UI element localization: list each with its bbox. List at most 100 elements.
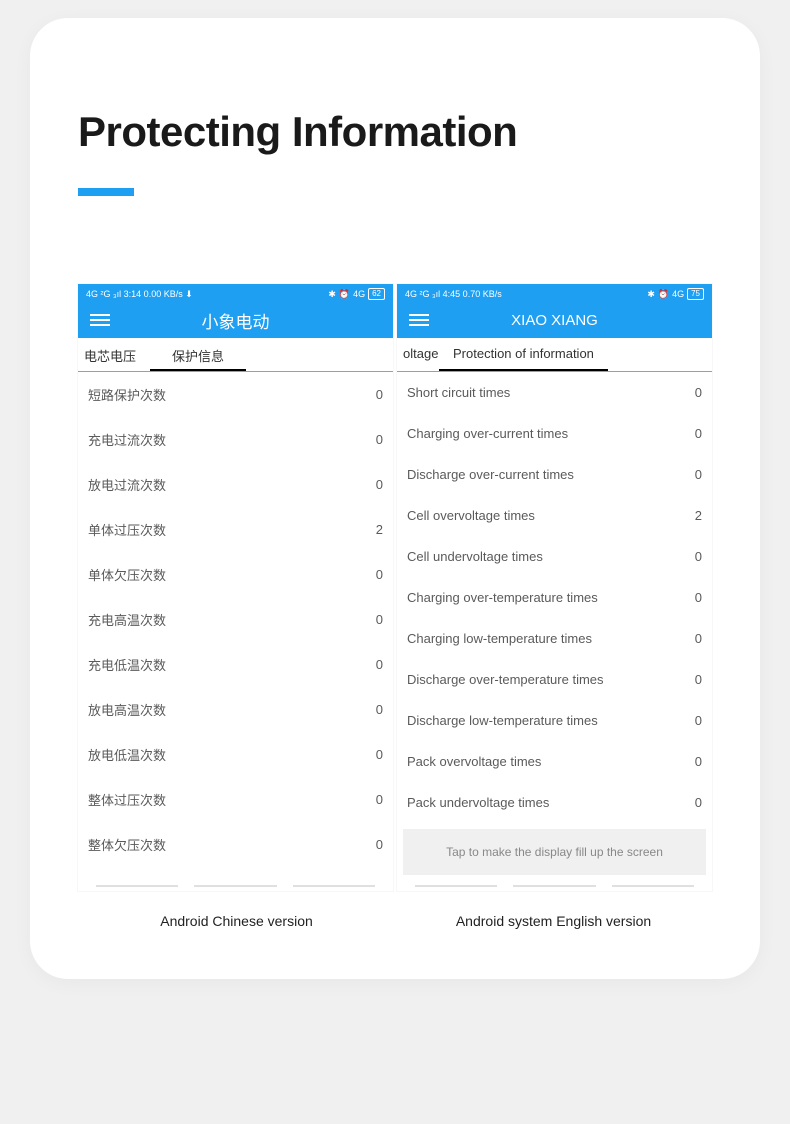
row-label: 充电过流次数 xyxy=(88,430,166,449)
table-row: 充电高温次数 0 xyxy=(78,597,393,642)
battery-icon: 62 xyxy=(368,288,385,300)
nav-seg[interactable] xyxy=(96,885,178,887)
table-row: Charging over-current times 0 xyxy=(397,413,712,454)
app-title-cn: 小象电动 xyxy=(202,308,270,333)
row-value: 0 xyxy=(376,792,383,807)
rows-en: Short circuit times0Charging over-curren… xyxy=(397,372,712,823)
row-value: 0 xyxy=(695,467,702,482)
row-label: Charging over-current times xyxy=(407,426,568,441)
app-header-cn: 小象电动 xyxy=(78,302,393,338)
table-row: 充电低温次数0 xyxy=(78,642,393,687)
row-value: 2 xyxy=(376,522,383,537)
nav-seg[interactable] xyxy=(513,885,595,887)
row-label: Cell undervoltage times xyxy=(407,549,543,564)
row-label: Charging low-temperature times xyxy=(407,631,592,646)
status-right: ✱ ⏰ 4G 62 xyxy=(328,288,385,300)
nav-seg[interactable] xyxy=(415,885,497,887)
alarm-icon: ⏰ xyxy=(339,289,350,300)
nav-seg[interactable] xyxy=(612,885,694,887)
status-left: 4G ²G ₃ıl 3:14 0.00 KB/s ⬇ xyxy=(86,289,193,300)
row-label: Short circuit times xyxy=(407,385,510,400)
status-bar-en: 4G ²G ₃ıl 4:45 0.70 KB/s ✱ ⏰ 4G 75 xyxy=(397,284,712,302)
nav-seg[interactable] xyxy=(194,885,276,887)
table-row: 短路保护次数 0 xyxy=(78,372,393,417)
tabs-cn: 电芯电压 保护信息 xyxy=(78,338,393,372)
tabs-en: oltage Protection of information xyxy=(397,338,712,372)
row-label: Cell overvoltage times xyxy=(407,508,535,523)
row-value: 0 xyxy=(376,477,383,492)
row-label: Pack undervoltage times xyxy=(407,795,549,810)
row-value: 0 xyxy=(695,549,702,564)
row-value: 0 xyxy=(376,387,383,402)
table-row: Short circuit times 0 xyxy=(397,372,712,413)
tab-protection-info[interactable]: Protection of information xyxy=(439,338,608,371)
table-row: Discharge low-temperature times 0 xyxy=(397,700,712,741)
menu-icon[interactable] xyxy=(409,314,429,326)
row-value: 0 xyxy=(695,631,702,646)
row-label: 整体欠压次数 xyxy=(88,835,166,854)
row-value: 0 xyxy=(695,672,702,687)
row-label: Discharge over-temperature times xyxy=(407,672,604,687)
row-value: 0 xyxy=(695,385,702,400)
row-value: 0 xyxy=(376,747,383,762)
rows-cn: 短路保护次数0充电过流次数0放电过流次数0单体过压次数2单体欠压次数0充电高温次… xyxy=(78,372,393,875)
phones-container: 4G ²G ₃ıl 3:14 0.00 KB/s ⬇ ✱ ⏰ 4G 62 小象电… xyxy=(78,284,712,891)
row-value: 0 xyxy=(695,713,702,728)
network-icon: 4G xyxy=(672,289,684,299)
table-row: Charging over-temperature times 0 xyxy=(397,577,712,618)
row-label: 短路保护次数 xyxy=(88,385,166,404)
page-heading: Protecting Information xyxy=(78,108,712,156)
tab-protection-info[interactable]: 保护信息 xyxy=(150,338,246,371)
row-value: 0 xyxy=(695,795,702,810)
row-value: 0 xyxy=(695,426,702,441)
table-row: 整体欠压次数 0 xyxy=(78,822,393,867)
phone-english: 4G ²G ₃ıl 4:45 0.70 KB/s ✱ ⏰ 4G 75 XIAO … xyxy=(397,284,712,891)
row-label: 放电过流次数 xyxy=(88,475,166,494)
app-title-en: XIAO XIANG xyxy=(511,312,598,329)
row-label: 充电高温次数 xyxy=(88,610,166,629)
row-value: 0 xyxy=(695,754,702,769)
table-row: Discharge over-current times0 xyxy=(397,454,712,495)
table-row: 整体过压次数 0 xyxy=(78,777,393,822)
table-row: 单体过压次数 2 xyxy=(78,507,393,552)
info-card: Protecting Information 4G ²G ₃ıl 3:14 0.… xyxy=(30,18,760,979)
table-row: Pack overvoltage times 0 xyxy=(397,741,712,782)
alarm-icon: ⏰ xyxy=(658,289,669,300)
row-value: 0 xyxy=(376,432,383,447)
row-value: 0 xyxy=(376,837,383,852)
tab-cell-voltage[interactable]: 电芯电压 xyxy=(78,338,150,371)
bottom-nav-cn xyxy=(78,875,393,891)
menu-icon[interactable] xyxy=(90,314,110,326)
row-label: 整体过压次数 xyxy=(88,790,166,809)
nav-seg[interactable] xyxy=(293,885,375,887)
table-row: 单体欠压次数0 xyxy=(78,552,393,597)
table-row: Charging low-temperature times 0 xyxy=(397,618,712,659)
row-label: Pack overvoltage times xyxy=(407,754,541,769)
row-value: 0 xyxy=(376,702,383,717)
table-row: Pack undervoltage times 0 xyxy=(397,782,712,823)
row-value: 0 xyxy=(695,590,702,605)
captions: Android Chinese version Android system E… xyxy=(78,913,712,929)
status-bar-cn: 4G ²G ₃ıl 3:14 0.00 KB/s ⬇ ✱ ⏰ 4G 62 xyxy=(78,284,393,302)
row-label: 单体过压次数 xyxy=(88,520,166,539)
table-row: Cell undervoltage times 0 xyxy=(397,536,712,577)
fill-screen-hint[interactable]: Tap to make the display fill up the scre… xyxy=(403,829,706,875)
row-label: Discharge low-temperature times xyxy=(407,713,598,728)
bluetooth-icon: ✱ xyxy=(328,289,336,300)
row-label: Charging over-temperature times xyxy=(407,590,598,605)
table-row: 放电过流次数 0 xyxy=(78,462,393,507)
row-label: 单体欠压次数 xyxy=(88,565,166,584)
bluetooth-icon: ✱ xyxy=(647,289,655,300)
row-value: 0 xyxy=(376,612,383,627)
app-header-en: XIAO XIANG xyxy=(397,302,712,338)
tab-voltage[interactable]: oltage xyxy=(397,338,439,371)
table-row: 放电高温次数0 xyxy=(78,687,393,732)
row-value: 2 xyxy=(695,508,702,523)
bottom-nav-en xyxy=(397,875,712,891)
battery-icon: 75 xyxy=(687,288,704,300)
status-right: ✱ ⏰ 4G 75 xyxy=(647,288,704,300)
table-row: 充电过流次数 0 xyxy=(78,417,393,462)
caption-cn: Android Chinese version xyxy=(78,913,395,929)
row-label: 放电低温次数 xyxy=(88,745,166,764)
table-row: Cell overvoltage times 2 xyxy=(397,495,712,536)
